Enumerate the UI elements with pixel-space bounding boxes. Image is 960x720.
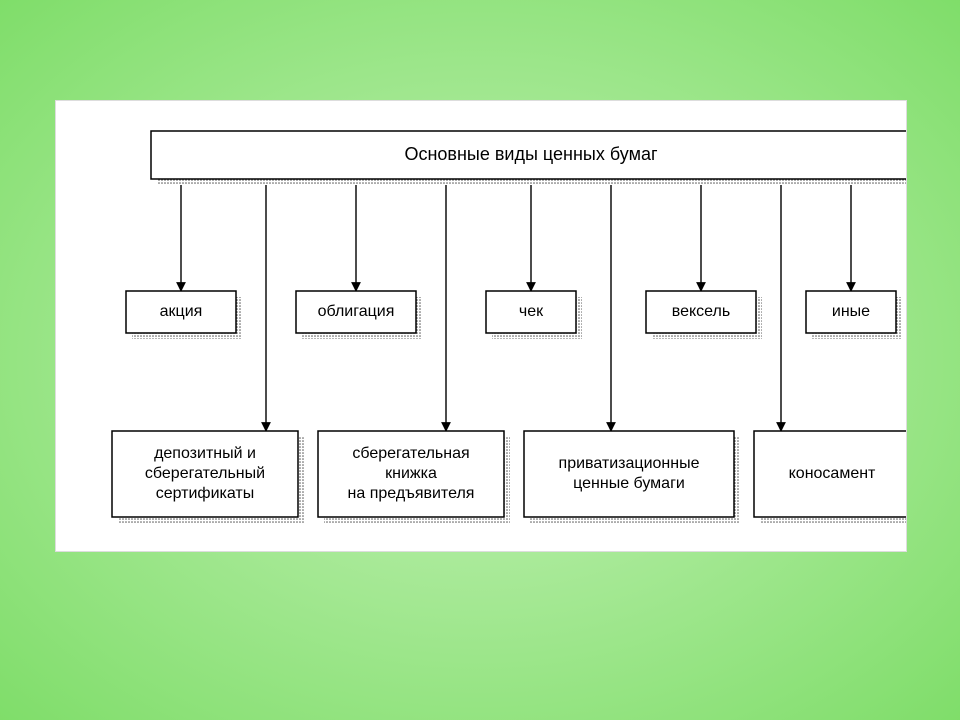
node-label: облигация (318, 303, 395, 320)
node-n2: облигация (296, 291, 422, 339)
node-label: иные (832, 303, 870, 320)
node-label: приватизационные (559, 455, 700, 472)
node-label: сберегательная (352, 445, 469, 462)
node-root: Основные виды ценных бумаг (151, 131, 906, 185)
node-label: чек (519, 303, 544, 320)
page: Основные виды ценных бумаг акция облигация… (0, 0, 960, 720)
node-label: вексель (672, 303, 730, 320)
node-n8: приватизационные ценные бумаги (524, 431, 740, 523)
flowchart: Основные виды ценных бумаг акция облигация… (56, 101, 906, 551)
diagram-panel: Основные виды ценных бумаг акция облигация… (55, 100, 907, 552)
node-n7: сберегательная книжка на предъявителя (318, 431, 510, 523)
node-label: на предъявителя (348, 485, 475, 502)
node-label: сберегательный (145, 465, 265, 482)
node-label: депозитный и (154, 445, 256, 462)
node-label: книжка (385, 465, 437, 482)
node-n6: депозитный и сберегательный сертификаты (112, 431, 304, 523)
node-label: ценные бумаги (573, 475, 685, 492)
node-label: сертификаты (156, 485, 255, 502)
node-n9: коносамент (754, 431, 906, 523)
nodes-layer: Основные виды ценных бумаг акция облигация… (112, 131, 906, 523)
node-n4: вексель (646, 291, 762, 339)
node-label: коносамент (789, 465, 876, 482)
node-n5: иные (806, 291, 902, 339)
node-n1: акция (126, 291, 242, 339)
node-label: акция (160, 303, 203, 320)
node-label: Основные виды ценных бумаг (404, 144, 657, 164)
node-n3: чек (486, 291, 582, 339)
